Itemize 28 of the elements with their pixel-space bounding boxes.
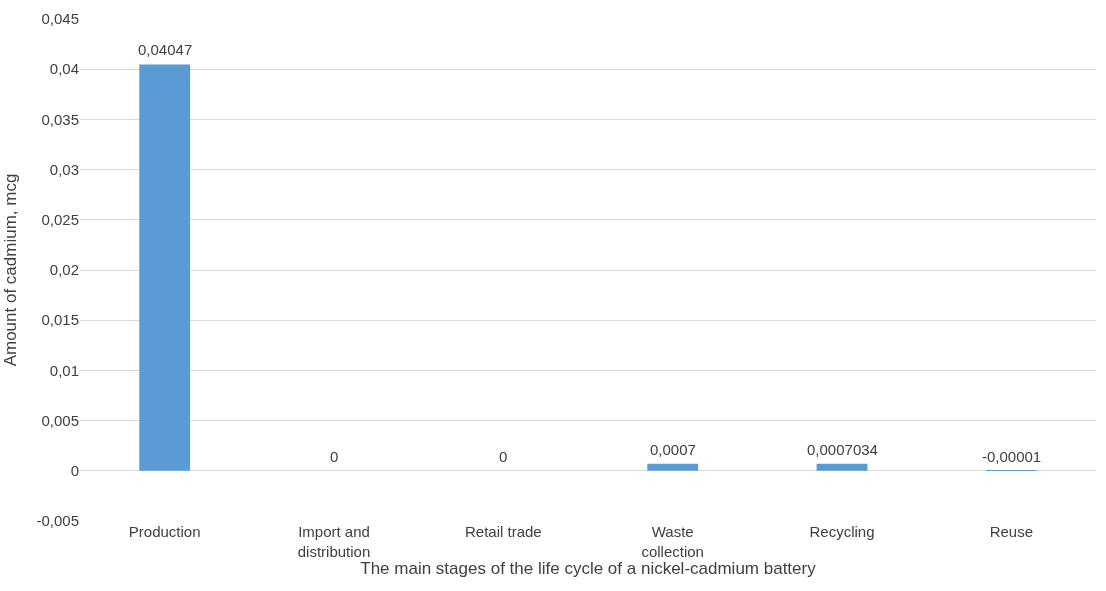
y-tick-label: 0,025	[41, 211, 79, 229]
x-tick-label: Recycling	[809, 523, 875, 540]
y-tick-label: -0,005	[36, 512, 79, 530]
y-tick-label: 0,01	[49, 361, 79, 379]
y-axis-title: Amount of cadmium, mcg	[1, 173, 20, 367]
y-tick-label: 0,04	[49, 60, 79, 78]
x-tick-label: Reuse	[989, 523, 1034, 540]
x-tick-label: Retail trade	[464, 523, 542, 540]
bar	[647, 463, 699, 471]
x-tick-label: Waste collection	[641, 523, 704, 560]
bar	[139, 64, 191, 471]
data-label: 0	[330, 448, 339, 465]
x-axis-title: The main stages of the life cycle of a nickel-cadmium battery	[360, 559, 817, 579]
data-label: 0,04047	[138, 41, 193, 58]
y-tick-label: 0,02	[49, 261, 79, 279]
y-tick-label: 0,005	[41, 411, 79, 429]
x-tick-label: Import and distribution	[297, 523, 371, 560]
data-label: 0,0007034	[807, 441, 878, 458]
data-label: 0,0007	[650, 441, 696, 458]
y-tick-label: 0	[70, 462, 79, 480]
y-tick-label: 0,015	[41, 311, 79, 329]
y-tick-label: 0,045	[41, 10, 79, 28]
y-tick-label: 0,035	[41, 110, 79, 128]
data-label: 0	[499, 448, 508, 465]
y-tick-label: 0,03	[49, 160, 79, 178]
x-tick-label: Production	[128, 523, 201, 540]
bar	[816, 463, 868, 471]
data-label: -0,00001	[982, 448, 1042, 465]
